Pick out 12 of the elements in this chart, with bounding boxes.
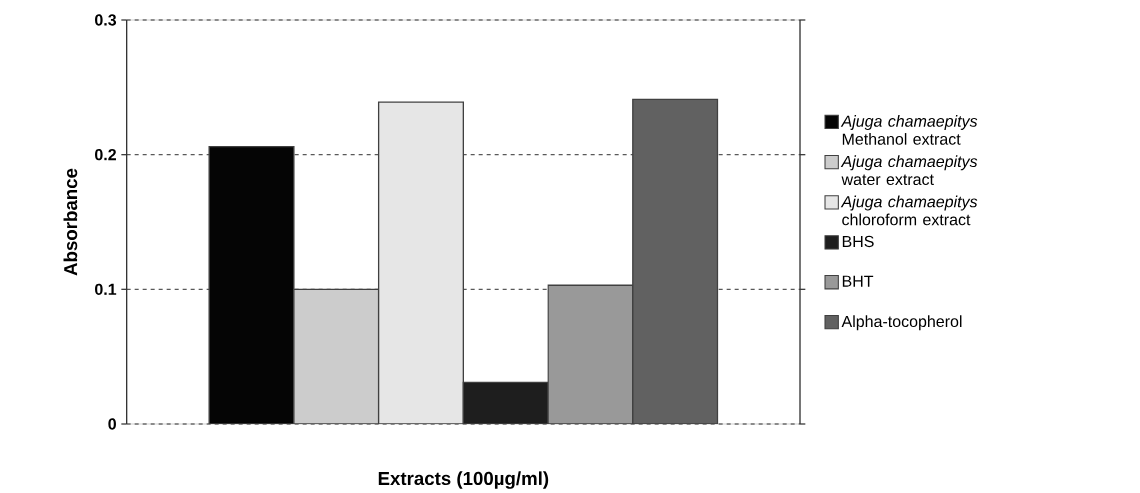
x-axis-title: Extracts (100µg/ml) [378,471,549,489]
legend-label: Ajuga chamaepitys chloroform extract [840,195,978,226]
legend-label: BHT [842,275,874,287]
y-tick-label: 0 [108,418,116,430]
y-axis-title: Absorbance [63,168,78,276]
legend-label: BHS [842,235,874,247]
y-tick-label: 0.2 [95,148,116,161]
legend-label: Alpha-tocopherol [841,315,962,331]
legend-label: Ajuga chamaepitys water extract [840,155,978,185]
y-tick-label: 0.1 [95,283,117,295]
legend-label: Ajuga chamaepitys Methanol extract [840,114,978,145]
y-tick-label: 0.3 [95,14,117,26]
